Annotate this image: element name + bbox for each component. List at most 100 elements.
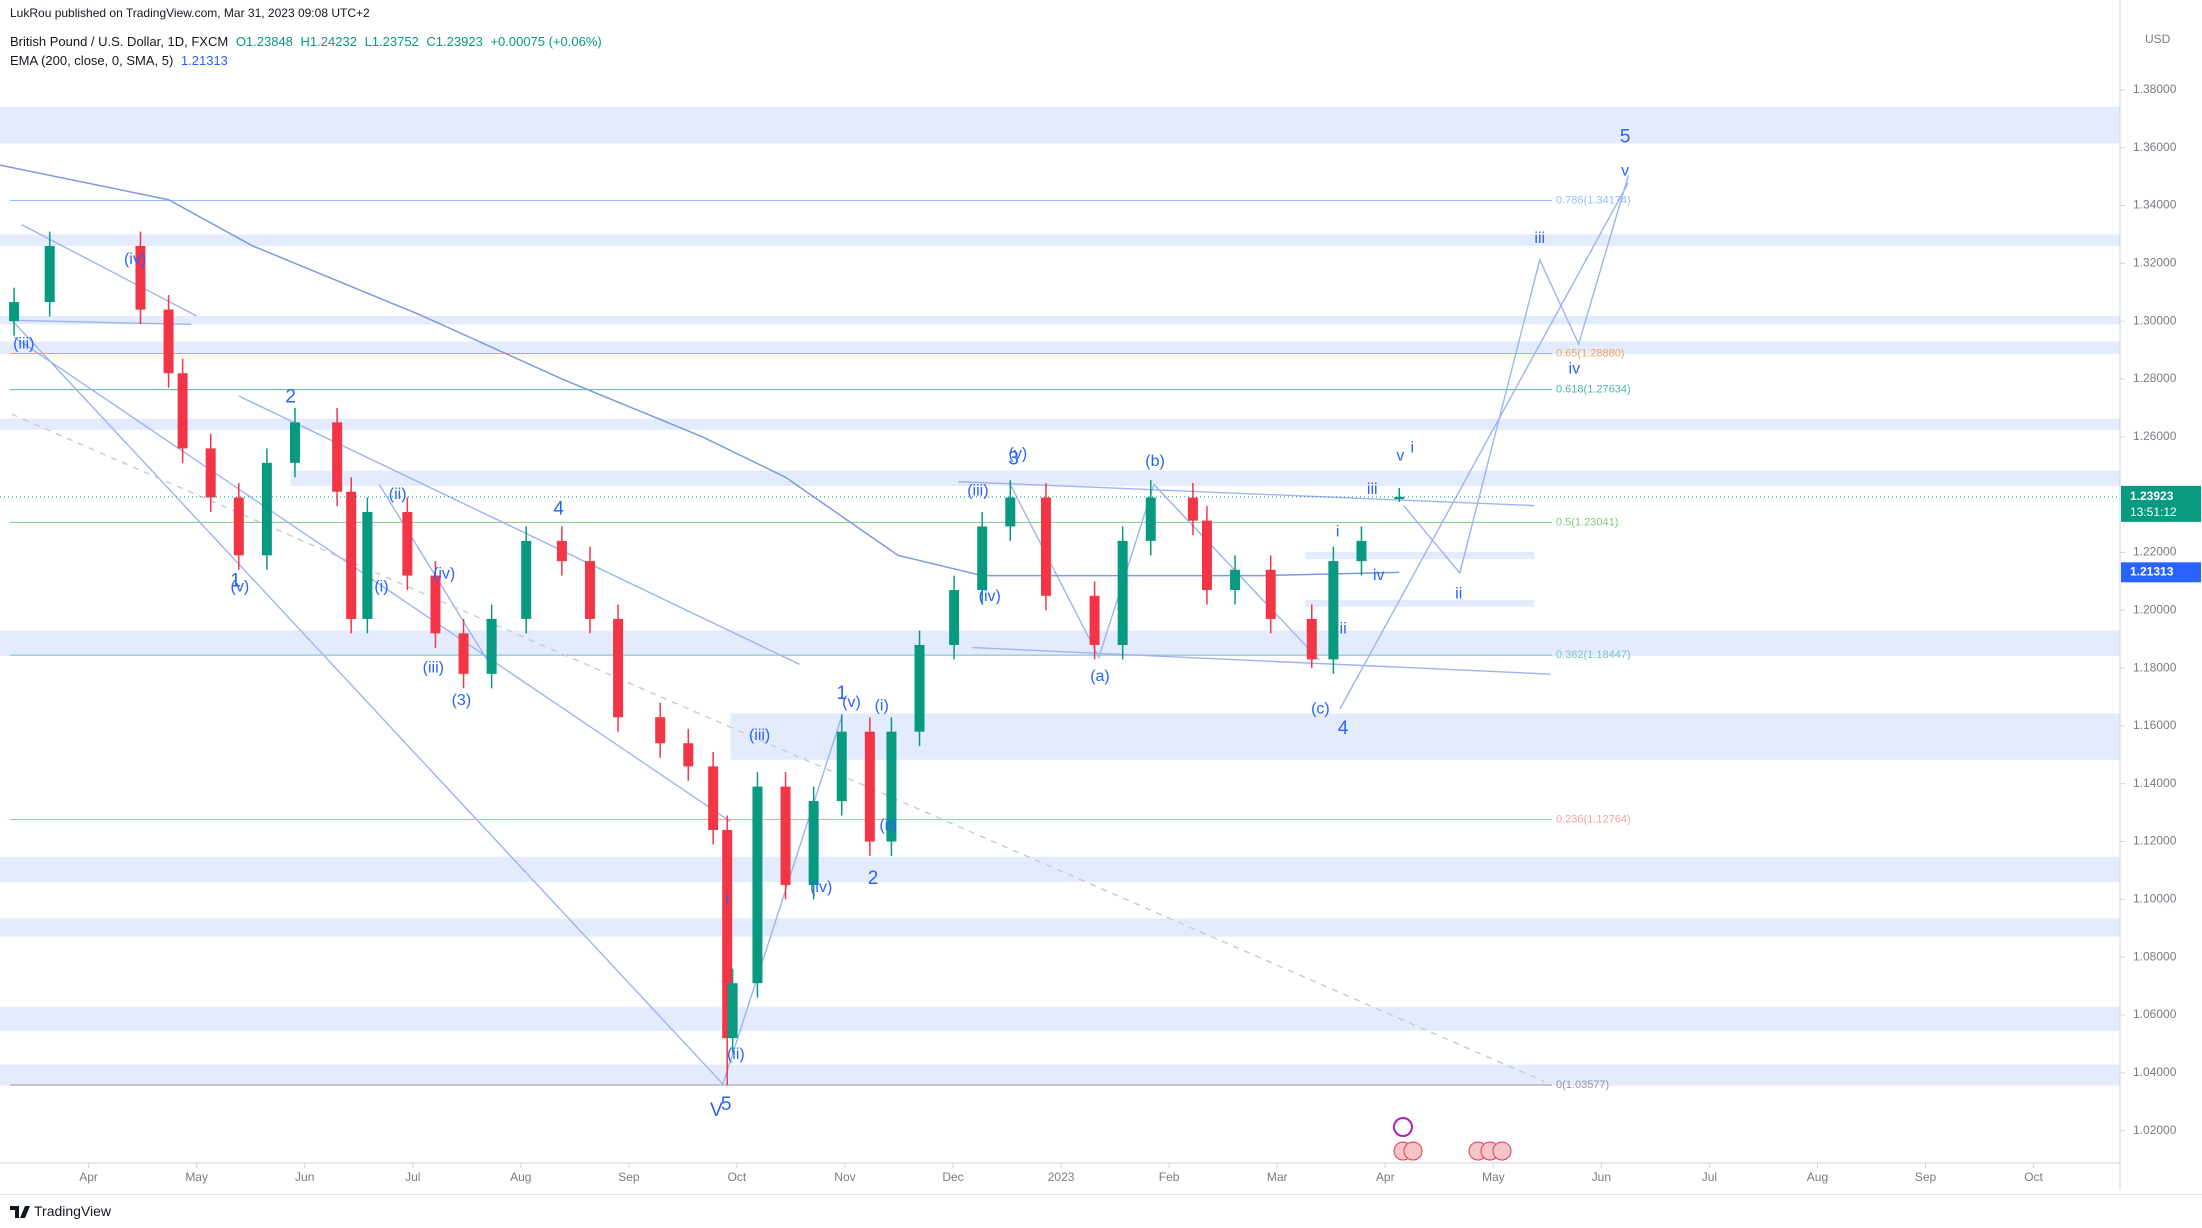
wave-label: (iii) [13, 336, 34, 353]
y-tick-label: 1.32000 [2133, 256, 2177, 270]
price-tag-label: 1.23923 [2130, 489, 2174, 503]
y-tick-label: 1.12000 [2133, 834, 2177, 848]
candle-body [752, 786, 763, 984]
x-tick-label: 2023 [1048, 1170, 1075, 1184]
trend-line [11, 319, 724, 1085]
x-tick-label: Oct [2024, 1170, 2043, 1184]
x-tick-label: Oct [728, 1170, 747, 1184]
wave-label: (iii) [967, 483, 988, 500]
wave-label: (v) [842, 694, 861, 711]
ohlc-open: O1.23848 [235, 34, 293, 49]
y-tick-label: 1.10000 [2133, 892, 2177, 906]
x-tick-label: Nov [834, 1170, 855, 1184]
candle-body [177, 373, 188, 449]
candle-body [289, 422, 300, 463]
wave-label: (3) [452, 692, 472, 709]
currency: USD [2145, 32, 2171, 46]
candle-body [430, 575, 441, 634]
trend-line [11, 319, 192, 326]
candle-body [584, 561, 595, 619]
zone [0, 1064, 2120, 1086]
zone [0, 341, 2120, 354]
wave-label: (ii) [727, 1046, 745, 1063]
x-tick-label: Mar [1267, 1170, 1288, 1184]
publisher: LukRou published on TradingView.com, Mar… [10, 6, 370, 20]
candle-body [205, 448, 216, 498]
candle-body [1306, 618, 1317, 660]
candle-body [135, 246, 146, 310]
candle-body [886, 731, 897, 842]
candle-body [556, 540, 567, 562]
wave-label: 2 [285, 387, 296, 408]
candle-body [1040, 497, 1051, 596]
y-tick-label: 1.06000 [2133, 1007, 2177, 1021]
candle-body [836, 731, 847, 802]
y-tick-label: 1.28000 [2133, 371, 2177, 385]
x-tick-label: Sep [1915, 1170, 1937, 1184]
ohlc-high: H1.24232 [300, 34, 357, 49]
footer: TradingView [0, 1194, 2202, 1228]
candle-body [1089, 595, 1100, 645]
candle-body [727, 983, 738, 1039]
zone [0, 1006, 2120, 1031]
y-tick-label: 1.20000 [2133, 602, 2177, 616]
symbol: British Pound / U.S. Dollar, 1D, FXCM [10, 34, 229, 49]
x-tick-label: Sep [618, 1170, 640, 1184]
y-tick-label: 1.08000 [2133, 949, 2177, 963]
fib-label: 0.5(1.23041) [1556, 516, 1618, 528]
wave-label: iii [1534, 230, 1545, 247]
fib-label: 0.618(1.27634) [1556, 383, 1631, 395]
candle-body [233, 497, 244, 556]
y-tick-label: 1.38000 [2133, 82, 2177, 96]
zone [290, 470, 2120, 486]
wave-label: 5 [721, 1094, 732, 1115]
ohlc-low: L1.23752 [364, 34, 419, 49]
candle-body [864, 731, 875, 842]
candle-body [977, 526, 988, 591]
wave-label: (i) [875, 698, 889, 715]
ohlc-change: +0.00075 (+0.06%) [490, 34, 602, 49]
x-tick-label: Feb [1159, 1170, 1180, 1184]
price-tag [2121, 562, 2201, 583]
wave-label: v [1396, 448, 1404, 465]
trend-line [722, 716, 843, 1085]
candle-body [346, 491, 357, 619]
x-tick-label: Aug [1807, 1170, 1828, 1184]
candle-body [9, 302, 20, 322]
wave-label: V [710, 1100, 723, 1121]
indicator: EMA (200, close, 0, SMA, 5) [10, 53, 174, 68]
x-tick-label: Apr [1376, 1170, 1395, 1184]
trend-line [1339, 182, 1629, 710]
candle-body [780, 786, 791, 885]
wave-label: 3 [1008, 448, 1019, 469]
candle-body [708, 766, 719, 830]
trend-line [1403, 175, 1630, 575]
fib-label: 0.382(1.18447) [1556, 649, 1631, 661]
candle-body [362, 511, 373, 619]
y-tick-label: 1.14000 [2133, 776, 2177, 790]
candle-body [1117, 540, 1128, 645]
candle-body [1230, 569, 1241, 591]
wave-label: iv [1373, 567, 1385, 584]
wave-label: (i) [374, 578, 388, 595]
zone [1305, 599, 1535, 607]
price-tag [2121, 485, 2201, 522]
icon [1393, 1117, 1413, 1137]
wave-label: (b) [1145, 453, 1165, 470]
wave-label: i [1336, 523, 1340, 540]
wave-label: 1 [836, 683, 847, 704]
wave-label: (ii) [389, 486, 407, 503]
candle-body [1356, 540, 1367, 562]
wave-label: 5 [1620, 127, 1631, 148]
wave-label: 1 [230, 570, 241, 591]
candle-body [808, 801, 819, 885]
candle-body [1201, 520, 1212, 591]
zone [0, 315, 2120, 325]
candle-body [521, 540, 532, 619]
icon [1492, 1141, 1512, 1161]
x-tick-label: Jul [405, 1170, 420, 1184]
candle-body [402, 511, 413, 576]
